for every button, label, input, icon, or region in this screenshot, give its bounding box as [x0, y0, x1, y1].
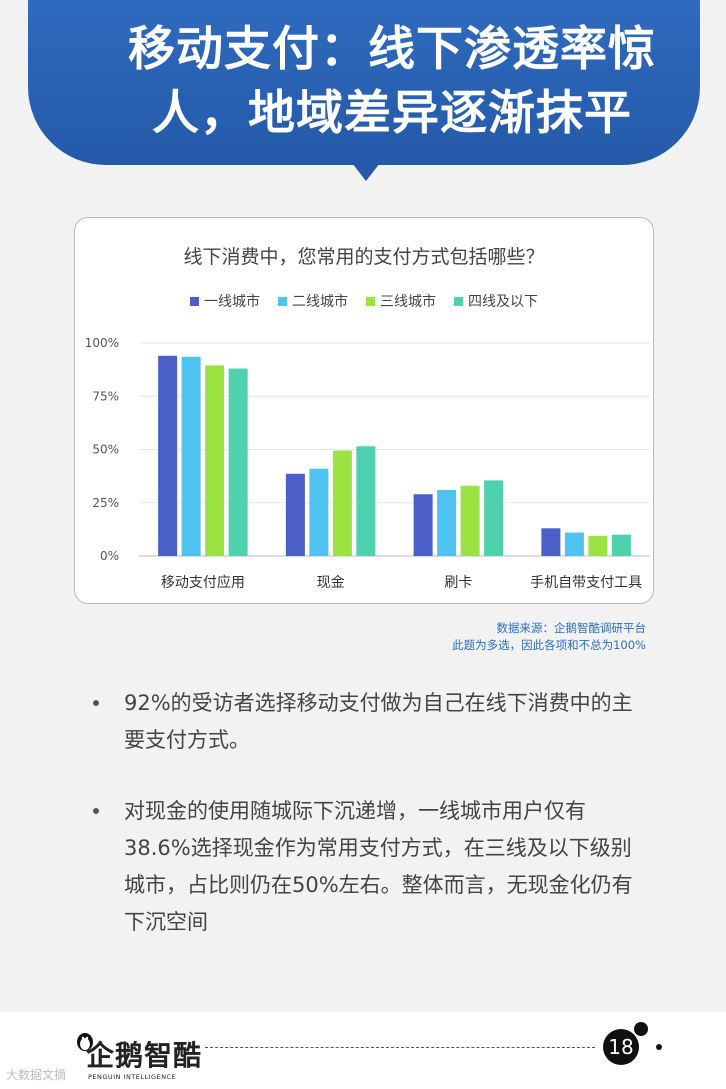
- source-line2: 此题为多选，因此各项和不总为100%: [452, 638, 646, 652]
- bar: [588, 535, 608, 556]
- chart-legend: 一线城市 二线城市 三线城市 四线及以下: [75, 291, 653, 311]
- legend-swatch: [190, 296, 199, 306]
- footer: 企鹅智酷 PENGUIN INTELLIGENCE 18: [0, 1012, 726, 1089]
- bullet-dot-icon: [93, 700, 99, 706]
- bar: [460, 485, 480, 556]
- bar-chart: 0% 25% 50% 75% 100% 移动支付应用 现金 刷卡 手机自带支付工具: [85, 336, 650, 591]
- bar: [611, 534, 631, 556]
- y-tick-label: 75%: [92, 389, 119, 403]
- y-tick-label: 50%: [92, 443, 119, 457]
- x-tick-label: 现金: [317, 575, 345, 591]
- chart-title: 线下消费中，您常用的支付方式包括哪些？: [183, 246, 545, 268]
- legend-item: 二线城市: [278, 291, 348, 311]
- title-banner: 移动支付：线下渗透率惊 人，地域差异逐渐抹平: [28, 0, 700, 165]
- x-tick-label: 移动支付应用: [161, 574, 245, 591]
- legend-label: 一线城市: [204, 294, 260, 310]
- watermark: 大数据文摘: [6, 1068, 67, 1082]
- page-number: 18: [603, 1029, 639, 1065]
- bar: [541, 528, 561, 556]
- x-tick-label: 刷卡: [444, 575, 472, 591]
- bar: [564, 532, 584, 556]
- bar: [181, 356, 201, 556]
- bullet-text: 92%的受访者选择移动支付做为自己在线下消费中的主要支付方式。: [124, 691, 633, 752]
- legend-swatch: [366, 296, 375, 306]
- logo-text: 企鹅智酷: [86, 1039, 203, 1072]
- bar: [309, 468, 329, 556]
- bullet-item: 对现金的使用随城际下沉递增，一线城市用户仅有38.6%选择现金作为常用支付方式，…: [90, 793, 650, 941]
- banner-pointer: [352, 163, 380, 181]
- bullet-text: 对现金的使用随城际下沉递增，一线城市用户仅有38.6%选择现金作为常用支付方式，…: [124, 799, 633, 934]
- chart-card: 线下消费中，您常用的支付方式包括哪些？ 一线城市 二线城市 三线城市 四线及以下 0%…: [74, 217, 654, 604]
- page-title: 移动支付：线下渗透率惊 人，地域差异逐渐抹平: [68, 18, 716, 146]
- decor-dot: [634, 1022, 648, 1036]
- page-title-line2: 人，地域差异逐渐抹平: [152, 86, 632, 141]
- legend-swatch: [278, 296, 287, 306]
- legend-label: 四线及以下: [468, 294, 538, 310]
- bar: [158, 355, 178, 556]
- page-title-line1: 移动支付：线下渗透率惊: [128, 22, 656, 77]
- bar: [356, 446, 376, 556]
- y-tick-label: 25%: [92, 496, 119, 510]
- bar: [484, 480, 504, 556]
- y-tick-label: 100%: [85, 336, 119, 350]
- footer-divider: [205, 1047, 595, 1048]
- legend-item: 一线城市: [190, 291, 260, 311]
- legend-label: 二线城市: [292, 294, 348, 310]
- bar: [228, 368, 248, 556]
- brand-logo: 企鹅智酷 PENGUIN INTELLIGENCE: [76, 1033, 216, 1081]
- y-tick-label: 0%: [100, 549, 119, 563]
- logo-subtitle: PENGUIN INTELLIGENCE: [88, 1073, 177, 1081]
- legend-item: 三线城市: [366, 291, 436, 311]
- bar: [205, 365, 225, 556]
- bar: [285, 473, 305, 556]
- legend-label: 三线城市: [380, 294, 436, 310]
- bullet-dot-icon: [93, 808, 99, 814]
- bar: [437, 489, 457, 556]
- legend-item: 四线及以下: [454, 291, 538, 311]
- penguin-icon: [77, 1033, 93, 1051]
- bar: [332, 450, 352, 556]
- source-line1: 数据来源：企鹅智酷调研平台: [496, 621, 647, 635]
- decor-dot: [656, 1044, 662, 1050]
- bar: [413, 494, 433, 556]
- data-source: 数据来源：企鹅智酷调研平台 此题为多选，因此各项和不总为100%: [452, 620, 646, 654]
- legend-swatch: [454, 296, 463, 306]
- bullet-list: 92%的受访者选择移动支付做为自己在线下消费中的主要支付方式。 对现金的使用随城…: [90, 685, 650, 975]
- x-tick-label: 手机自带支付工具: [530, 575, 642, 591]
- bullet-item: 92%的受访者选择移动支付做为自己在线下消费中的主要支付方式。: [90, 685, 650, 759]
